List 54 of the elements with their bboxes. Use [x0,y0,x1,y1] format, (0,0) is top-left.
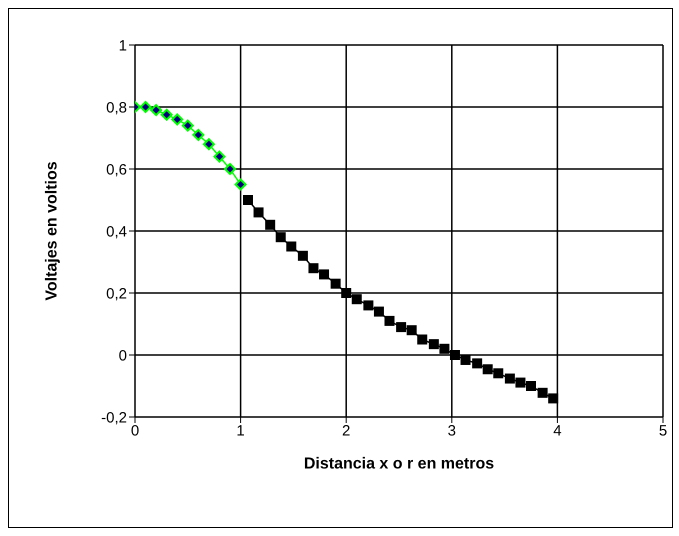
point [417,334,428,344]
y-tick-label: 1 [118,37,127,54]
point [254,207,264,218]
point [460,354,471,365]
point [150,104,162,116]
point [182,120,194,132]
x-tick-label: 1 [236,422,245,440]
point [171,113,184,126]
y-tick-label: 0,6 [106,161,127,178]
point [341,288,352,298]
point [439,344,450,354]
y-tick-label: -0,2 [101,409,127,426]
point [384,316,394,326]
point [538,388,548,398]
point [493,368,504,378]
point [450,350,460,360]
point [202,138,215,150]
point [374,306,384,317]
point [396,322,406,332]
x-tick-label: 0 [130,422,140,440]
point [242,195,253,205]
x-tick-label: 4 [553,422,562,440]
point [428,339,439,350]
y-tick-label: 0,8 [106,99,127,116]
point [548,393,558,404]
x-tick-label: 2 [342,422,350,440]
point [308,263,318,274]
point [504,374,515,384]
x-tick-label: 5 [658,422,668,440]
point [406,325,417,336]
y-tick-label: 0,4 [106,223,127,240]
y-axis-title: Voltajes en voltios [44,161,61,301]
point [160,108,173,121]
point [192,128,204,141]
point [213,150,226,163]
point [140,101,152,113]
point [319,269,330,280]
point [472,358,482,368]
y-tick-label: 0,2 [106,285,127,302]
point [515,378,526,388]
point [286,242,296,252]
point [265,220,276,230]
point [352,294,362,304]
y-tick-label: 0 [118,347,127,364]
x-axis-title: Distancia x o r en metros [304,455,494,472]
point [526,381,536,391]
x-tick-label: 3 [448,422,456,440]
point [276,232,286,242]
point [298,250,308,261]
point [482,364,493,374]
point [330,278,341,289]
point [363,300,374,310]
point [224,163,236,175]
point [234,178,247,190]
